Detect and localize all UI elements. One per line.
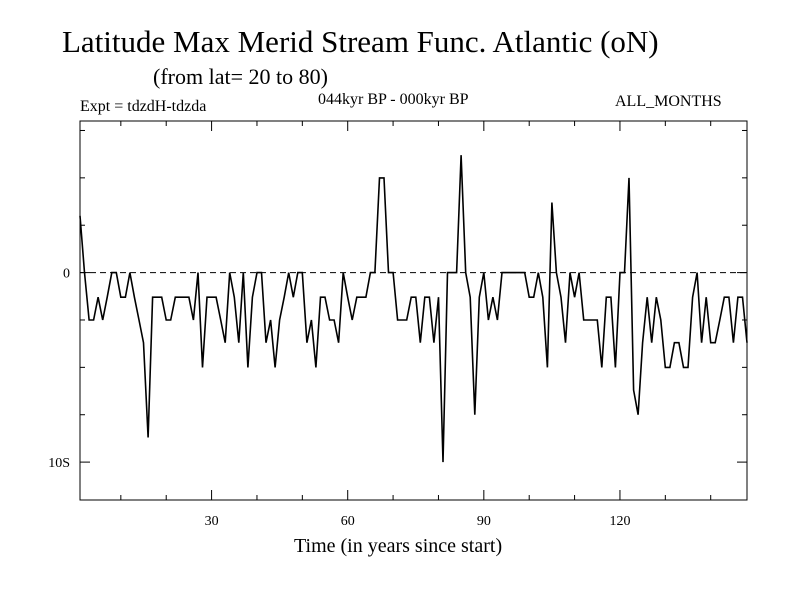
plot-frame (79, 120, 748, 501)
chart-title: Latitude Max Merid Stream Func. Atlantic… (62, 24, 659, 59)
x-axis-label: Time (in years since start) (294, 535, 503, 557)
x-tick-label: 90 (477, 514, 491, 529)
y-tick-label: 0 (63, 267, 70, 282)
x-tick-label: 120 (609, 514, 630, 529)
series-line (79, 155, 748, 463)
axis-tick-labels: 30 60 90 120 0 10S (48, 267, 630, 529)
season-label: ALL_MONTHS (615, 93, 722, 110)
axis-ticks (80, 121, 747, 500)
x-tick-label: 30 (205, 514, 219, 529)
chart-subtitle: (from lat= 20 to 80) (153, 64, 328, 89)
period-label: 044kyr BP - 000kyr BP (318, 91, 469, 108)
x-tick-label: 60 (341, 514, 355, 529)
experiment-label: Expt = tdzdH-tdzda (80, 98, 207, 115)
y-tick-label: 10S (48, 456, 70, 471)
